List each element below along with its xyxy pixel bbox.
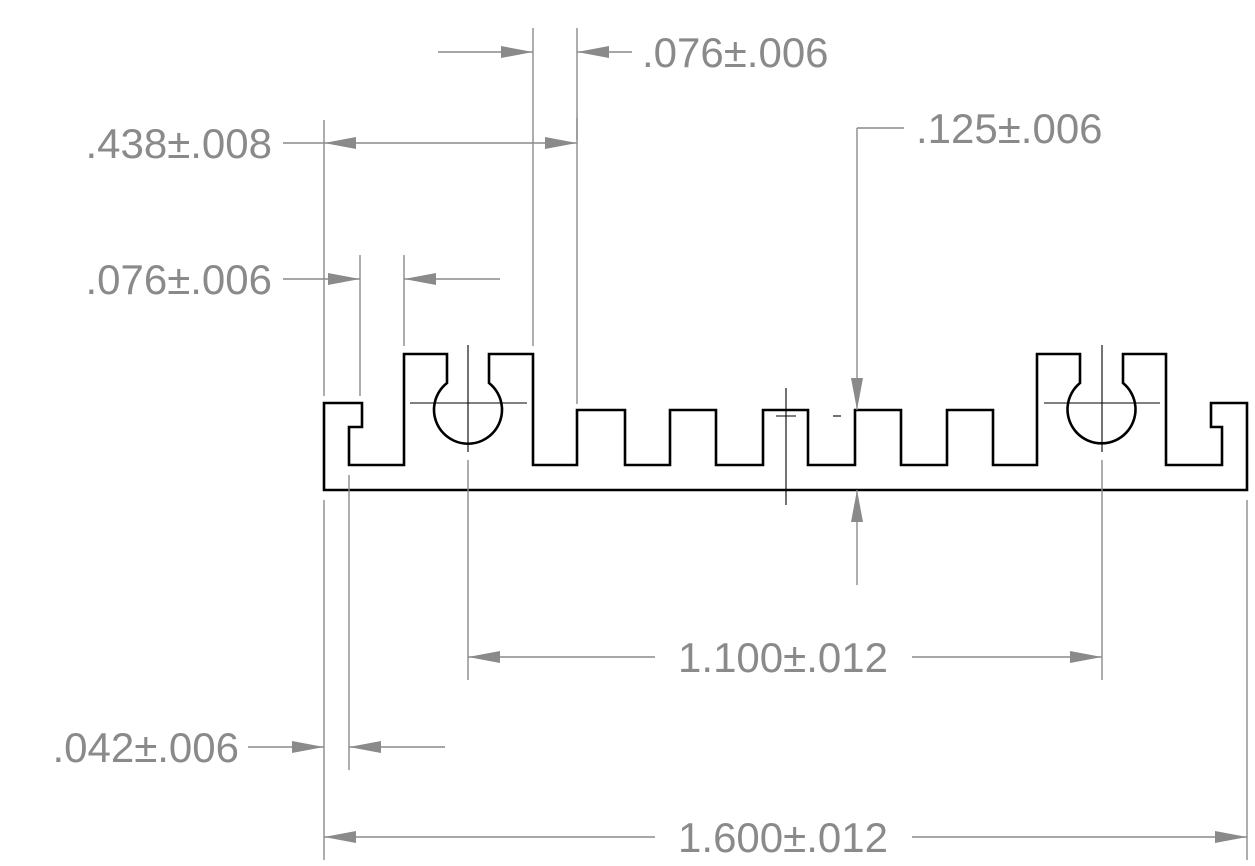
dimension-overall-width: 1.600±.012 bbox=[324, 814, 1247, 861]
dimension-groove-depth: .125±.006 bbox=[851, 105, 1103, 585]
tab-width-dim-text: .076±.006 bbox=[85, 256, 272, 303]
right-hole-centerlines bbox=[1044, 345, 1160, 452]
dimension-hole-spacing: 1.100±.012 bbox=[468, 634, 1102, 681]
tab-to-slot-dim-text: .438±.008 bbox=[85, 120, 272, 167]
dimension-tab-to-slot: .438±.008 bbox=[85, 120, 577, 167]
part-outline bbox=[322, 352, 1249, 492]
part-profile bbox=[322, 345, 1249, 505]
top-slot-dim-text: .076±.006 bbox=[642, 29, 829, 76]
hole-spacing-dim-text: 1.100±.012 bbox=[678, 634, 888, 681]
dimension-lip-width: .042±.006 bbox=[52, 724, 445, 771]
lip-width-dim-text: .042±.006 bbox=[52, 724, 239, 771]
dimension-top-slot: .076±.006 bbox=[438, 29, 829, 76]
center-mark bbox=[776, 388, 841, 505]
extension-lines bbox=[323, 28, 1248, 860]
overall-width-dim-text: 1.600±.012 bbox=[678, 814, 888, 861]
groove-depth-dim-text: .125±.006 bbox=[916, 105, 1103, 152]
left-hole-centerlines bbox=[410, 345, 527, 452]
dimension-tab-width: .076±.006 bbox=[85, 256, 500, 303]
